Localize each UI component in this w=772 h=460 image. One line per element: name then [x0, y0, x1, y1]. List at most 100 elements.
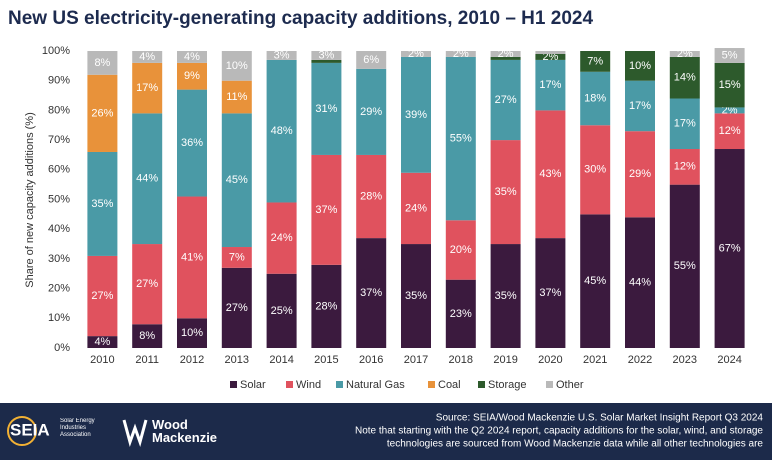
bar-segment [669, 98, 700, 150]
bar-segment [535, 238, 566, 348]
bar-segment [669, 149, 700, 185]
x-tick-label: 2020 [538, 354, 562, 366]
data-label: 35% [495, 290, 517, 302]
data-label: 29% [360, 106, 382, 118]
bar-segment [221, 267, 252, 348]
data-label: 12% [719, 125, 741, 137]
y-tick-label: 40% [48, 223, 70, 235]
legend-label: Wind [296, 379, 321, 391]
data-label: 45% [226, 174, 248, 186]
legend-label: Natural Gas [346, 379, 405, 391]
data-label: 35% [91, 198, 113, 210]
bar-segment [266, 202, 297, 274]
bar-segment [490, 140, 521, 245]
x-tick-label: 2010 [90, 354, 114, 366]
data-label: 24% [405, 202, 427, 214]
bar-segment [177, 196, 207, 319]
legend-label: Other [556, 379, 584, 391]
data-label: 55% [450, 133, 472, 145]
data-label: 23% [450, 308, 472, 320]
bar-segment [87, 151, 118, 256]
bar-segment [266, 51, 297, 60]
bar-segment [535, 110, 566, 239]
bar-segment [535, 51, 566, 54]
x-tick-label: 2019 [493, 354, 517, 366]
data-label: 28% [360, 190, 382, 202]
bar-segment [132, 113, 163, 245]
data-label: 10% [226, 60, 248, 72]
data-label: 17% [136, 82, 158, 94]
bar-segment [625, 51, 655, 81]
legend-swatch [230, 381, 237, 388]
x-tick-label: 2022 [628, 354, 652, 366]
data-label: 35% [495, 186, 517, 198]
data-label: 29% [629, 168, 651, 180]
bar-segment [401, 56, 431, 173]
bar-segment [445, 279, 476, 348]
y-axis-label: Share of new capacity additions (%) [24, 112, 36, 287]
bar-segment [87, 336, 118, 348]
bar-segment [714, 149, 745, 348]
seia-logo-ring [7, 416, 37, 446]
data-label: 26% [91, 107, 113, 119]
bar-segment [177, 318, 207, 348]
legend-swatch [546, 381, 553, 388]
data-label: 10% [629, 60, 651, 72]
bar-segment [580, 125, 611, 215]
data-label: 55% [674, 260, 696, 272]
bar-segment [669, 184, 700, 348]
woodmac-box: Wood Mackenzie [152, 418, 218, 445]
x-tick-label: 2016 [359, 354, 383, 366]
y-tick-label: 50% [48, 193, 70, 205]
bar-segment [177, 89, 207, 197]
data-label: 36% [181, 137, 203, 149]
y-tick-label: 60% [48, 164, 70, 176]
bar-segment [266, 59, 297, 203]
x-tick-label: 2024 [717, 354, 741, 366]
y-tick-label: 20% [48, 283, 70, 295]
bar-segment [625, 217, 655, 348]
bar-segment [311, 154, 342, 265]
data-label: 44% [629, 277, 651, 289]
data-label: 31% [315, 103, 337, 115]
bar-segment [221, 113, 252, 248]
data-label: 3% [274, 49, 290, 61]
bar-segment [714, 48, 745, 63]
data-label: 67% [719, 242, 741, 254]
data-label: 8% [94, 57, 110, 69]
data-label: 45% [584, 275, 606, 287]
y-tick-label: 80% [48, 104, 70, 116]
bar-segment [401, 172, 431, 245]
bar-segment [266, 273, 297, 348]
data-label: 2% [408, 48, 424, 60]
bar-segment [445, 51, 476, 57]
legend-label: Storage [488, 379, 527, 391]
x-tick-label: 2015 [314, 354, 338, 366]
x-tick-label: 2023 [673, 354, 697, 366]
bar-segment [132, 324, 163, 348]
bar-segment [356, 154, 387, 239]
data-label: 2% [498, 48, 514, 60]
bar-segment [714, 62, 745, 108]
bar-segment [490, 59, 521, 141]
source-note: Source: SEIA/Wood Mackenzie U.S. Solar M… [436, 413, 764, 424]
bar-segment [580, 214, 611, 348]
bar-segment [311, 51, 342, 60]
legend-swatch [336, 381, 343, 388]
data-label: 37% [360, 287, 382, 299]
data-label: 17% [674, 118, 696, 130]
bar-segment [311, 62, 342, 155]
data-label: 35% [405, 290, 427, 302]
y-tick-label: 0% [54, 342, 70, 354]
bar-segment [490, 51, 521, 57]
data-label: 18% [584, 92, 606, 104]
bar-segment [132, 51, 163, 63]
bar-segment [132, 244, 163, 325]
data-label: 12% [674, 161, 696, 173]
bar-segment [132, 62, 163, 114]
woodmac-logo: Wood Mackenzie [152, 418, 218, 445]
bar-segment [356, 51, 387, 69]
bar-segment [535, 53, 566, 60]
bar-segment [401, 51, 431, 57]
